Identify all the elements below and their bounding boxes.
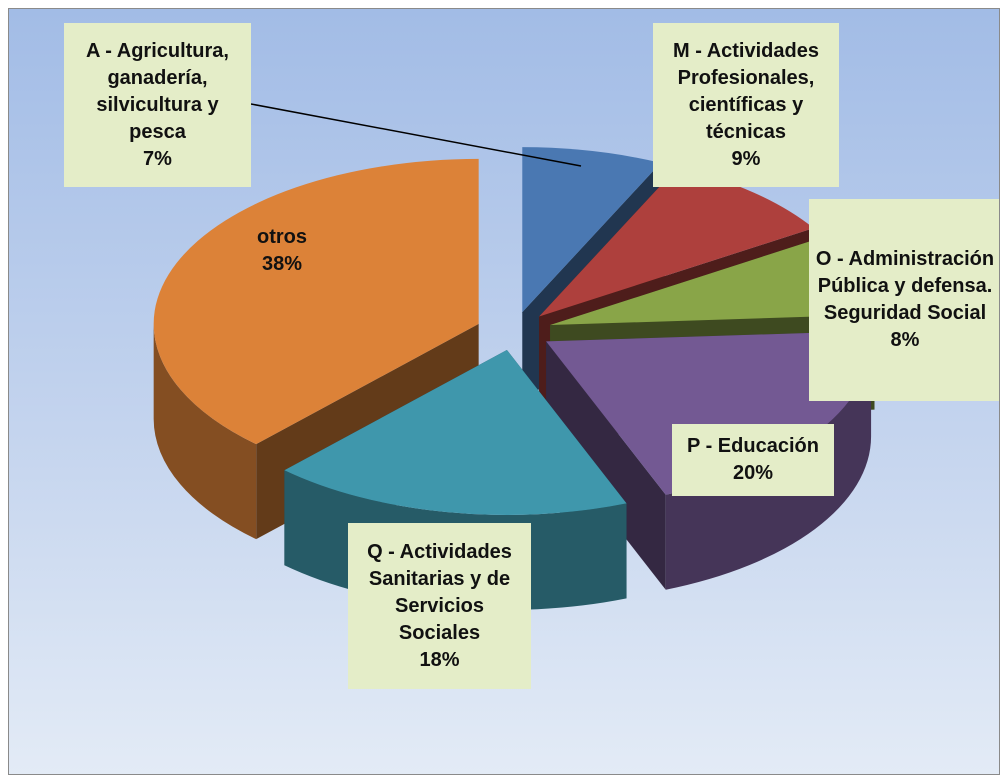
slice [546,330,872,495]
slice [284,349,627,515]
data-label: Q - Actividades Sanitarias y de Servicio… [348,523,531,689]
data-label: M - Actividades Profesionales, científic… [653,23,839,187]
label-value: 38% [261,253,303,275]
label-value: 18% [419,648,460,671]
slice [550,236,875,326]
slice [539,167,814,317]
label-name: A - Agricultura, ganadería, silvicultura… [86,39,229,143]
slice [522,147,661,313]
label-value: 8% [890,329,920,351]
slice-side [546,341,666,590]
data-label: O - Administración Pública y defensa. Se… [809,199,999,401]
slice-wall [153,323,257,540]
label-value: 7% [143,147,172,170]
data-label: otros 38% [227,211,337,291]
pie-slice [546,330,872,590]
label-name: O - Administración Pública y defensa. Se… [815,248,995,324]
label-value: 20% [732,462,774,484]
label-value: 9% [731,147,761,170]
pie-chart [153,103,875,610]
label-name: Q - Actividades Sanitarias y de Servicio… [367,540,512,644]
data-label: A - Agricultura, ganadería, silvicultura… [64,23,251,187]
label-name: M - Actividades Profesionales, científic… [673,39,819,143]
data-label: P - Educación 20% [672,424,834,496]
label-name: otros [257,226,307,248]
slice [153,158,479,445]
leader-line [250,103,582,167]
label-name: P - Educación [687,435,819,457]
chart-area: A - Agricultura, ganadería, silvicultura… [8,8,1000,775]
